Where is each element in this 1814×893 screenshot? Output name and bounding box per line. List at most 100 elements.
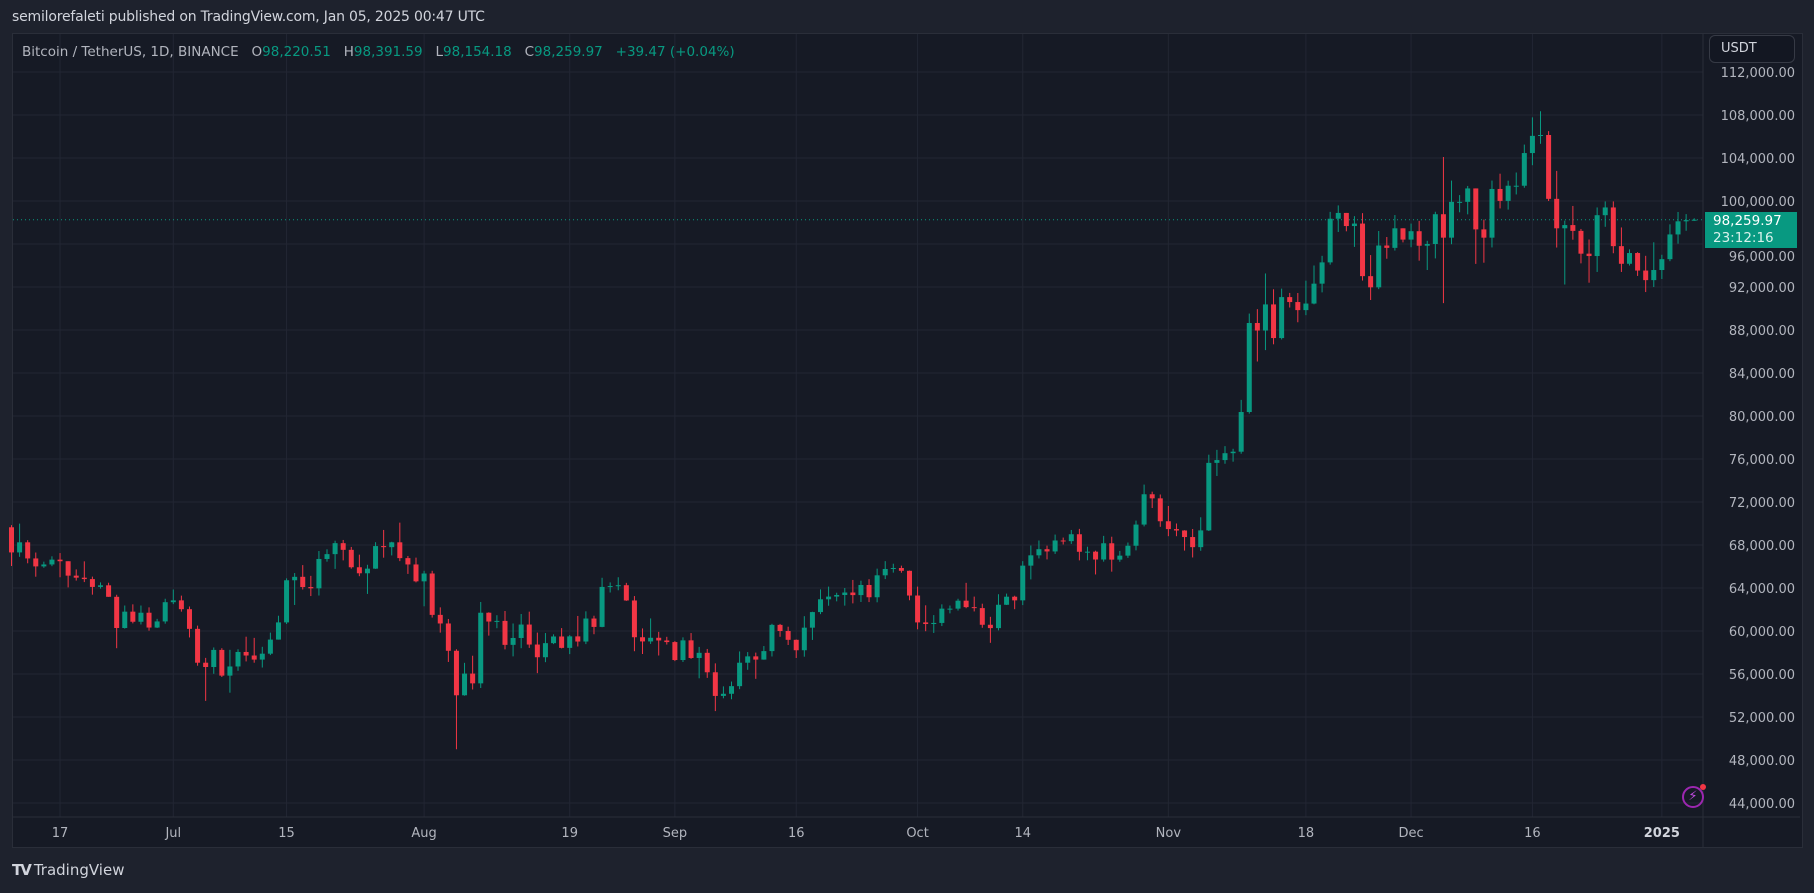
candle-body [73, 575, 79, 578]
candle [1246, 313, 1252, 414]
candle-body [462, 673, 468, 696]
candle-body [381, 546, 387, 548]
candle-body [559, 636, 565, 648]
candle-body [324, 554, 330, 559]
lightning-icon[interactable]: ⚡ [1682, 784, 1706, 808]
candle-body [955, 600, 961, 609]
candle-body [1659, 259, 1665, 271]
candle [518, 614, 524, 649]
bar-countdown: 23:12:16 [1713, 230, 1774, 246]
candle-body [534, 644, 540, 658]
candle-body [122, 611, 128, 628]
candle-body [712, 672, 718, 696]
candle [809, 611, 815, 640]
candle-body [170, 600, 176, 603]
candle-body [1165, 521, 1171, 530]
candle-body [486, 612, 492, 622]
candle-body [858, 584, 864, 596]
candle [195, 625, 201, 666]
candle [1230, 448, 1236, 462]
candle [931, 615, 937, 633]
candle-body [1481, 229, 1487, 238]
candle [1384, 237, 1390, 259]
candle [227, 649, 233, 693]
candle-body [1586, 253, 1592, 257]
candle [1133, 520, 1139, 551]
candle [640, 628, 646, 655]
candle-body [1513, 185, 1519, 187]
candle [1627, 249, 1632, 266]
y-tick-label: 112,000.00 [1721, 66, 1795, 81]
candle-body [1182, 530, 1188, 538]
candle-body [1004, 596, 1010, 605]
candle [9, 525, 14, 566]
candle-body [494, 620, 500, 622]
candle-body [874, 575, 880, 598]
candle-body [1303, 303, 1309, 311]
candle-body [356, 567, 362, 574]
candle-body [1254, 323, 1260, 331]
brand-name[interactable]: TradingView [33, 861, 125, 879]
candle [1084, 546, 1090, 561]
candle [591, 615, 597, 635]
candle [1481, 219, 1487, 263]
candle-body [1538, 134, 1544, 136]
candle [1554, 170, 1560, 248]
candle [1392, 215, 1398, 251]
close-value: 98,259.97 [534, 44, 603, 60]
candle-body [195, 628, 201, 663]
chart-frame[interactable] [12, 33, 1803, 848]
candle [413, 557, 419, 583]
x-tick-label: 18 [1298, 826, 1315, 841]
candle-body [1473, 188, 1479, 230]
candle [259, 646, 265, 668]
candle [607, 582, 613, 593]
candle-body [672, 642, 678, 661]
candle-body [583, 618, 589, 642]
candle-body [364, 568, 370, 574]
candle [33, 552, 39, 577]
candle [1093, 550, 1099, 575]
candle-body [664, 640, 670, 643]
candle-body [995, 604, 1001, 629]
candle-body [1360, 223, 1366, 277]
candle [284, 578, 290, 625]
candle-body [243, 651, 249, 656]
candle-body [1295, 302, 1301, 311]
currency-button[interactable]: USDT [1709, 35, 1795, 63]
candle [138, 605, 144, 625]
candle [834, 592, 840, 602]
candle-body [963, 600, 969, 608]
candle-body [1076, 534, 1082, 552]
x-tick-label: 14 [1014, 826, 1031, 841]
candle-body [931, 622, 937, 625]
candle [1165, 505, 1171, 537]
candle [81, 561, 87, 583]
candle [97, 582, 103, 589]
candle [1036, 540, 1042, 559]
candle [1602, 201, 1608, 227]
candle-body [737, 662, 743, 687]
candle [1691, 218, 1697, 221]
candle-body [818, 599, 823, 613]
candle [251, 637, 257, 663]
candle [1068, 529, 1074, 544]
candle-body [1012, 596, 1018, 601]
x-tick-label: 15 [278, 826, 295, 841]
candle-body [510, 637, 516, 645]
candle [1004, 593, 1010, 605]
candle [502, 611, 508, 650]
candle [1141, 484, 1147, 527]
candle [1125, 542, 1131, 558]
candle [1675, 211, 1681, 244]
candle [389, 541, 395, 556]
symbol-name[interactable]: Bitcoin / TetherUS, 1D, BINANCE [22, 44, 239, 60]
candle-body [947, 608, 953, 610]
candle [672, 641, 678, 662]
candle [429, 570, 435, 618]
candle [1546, 131, 1552, 201]
candle [17, 523, 23, 557]
candle [340, 539, 346, 561]
open-value: 98,220.51 [262, 44, 331, 60]
